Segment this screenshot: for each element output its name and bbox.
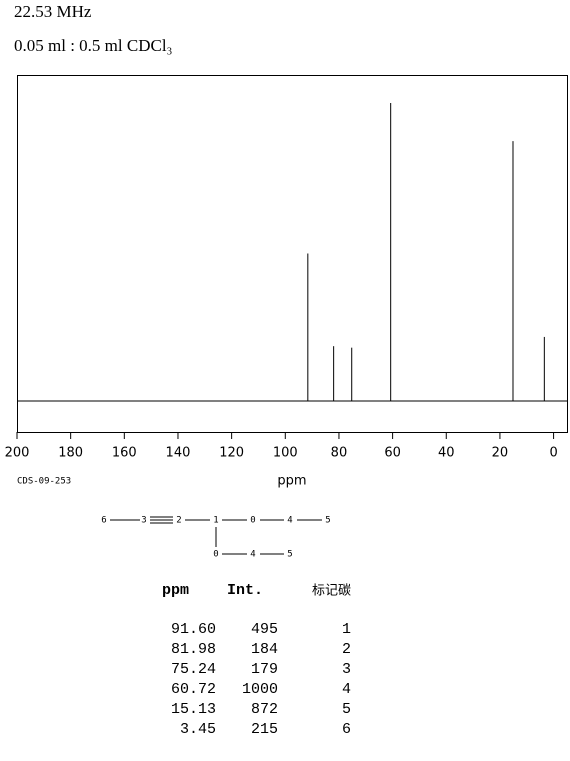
x-tick-label: 80: [331, 446, 348, 461]
table-cell: 2: [342, 641, 351, 658]
table-cell: 5: [342, 701, 351, 718]
x-tick-label: 180: [58, 446, 83, 461]
atom: 0: [250, 516, 255, 526]
structure: 6 3 2 1 0 4 5 0 4 5: [101, 516, 330, 560]
code: CDS-09-253: [17, 477, 71, 487]
table-cell: 60.72: [171, 681, 216, 698]
table-cell: 3.45: [180, 721, 216, 738]
table-cell: 179: [251, 661, 278, 678]
x-axis-label: ppm: [277, 474, 306, 489]
table-cell: 3: [342, 661, 351, 678]
x-tick-label: 60: [384, 446, 401, 461]
atom: 5: [325, 516, 330, 526]
table-cell: 495: [251, 621, 278, 638]
x-tick-label: 0: [549, 446, 557, 461]
atom: 0: [213, 550, 218, 560]
table-cell: 872: [251, 701, 278, 718]
x-tick-label: 140: [166, 446, 191, 461]
table-cell: 1: [342, 621, 351, 638]
atom: 3: [141, 516, 146, 526]
table-cell: 75.24: [171, 661, 216, 678]
x-tick-label: 40: [438, 446, 455, 461]
x-tick-label: 160: [112, 446, 137, 461]
atom: 6: [101, 516, 106, 526]
table-cell: 15.13: [171, 701, 216, 718]
table-cell: 91.60: [171, 621, 216, 638]
table-cell: 1000: [242, 681, 278, 698]
x-tick-label: 100: [273, 446, 298, 461]
table-cell: 6: [342, 721, 351, 738]
column-header: 标记碳: [312, 584, 351, 599]
atom: 5: [287, 550, 292, 560]
atom: 4: [250, 550, 255, 560]
x-tick-label: 120: [219, 446, 244, 461]
column-header: ppm: [162, 582, 189, 599]
atom: 4: [287, 516, 292, 526]
frequency: 22.53 MHz: [14, 2, 92, 21]
column-header: Int.: [227, 582, 263, 599]
sample: 0.05 ml : 0.5 ml CDCl₃: [14, 36, 173, 55]
plot-frame: [17, 75, 568, 433]
table-cell: 184: [251, 641, 278, 658]
x-tick-label: 200: [5, 446, 30, 461]
table-cell: 215: [251, 721, 278, 738]
table-cell: 4: [342, 681, 351, 698]
atom: 1: [213, 516, 218, 526]
table-cell: 81.98: [171, 641, 216, 658]
x-tick-label: 20: [492, 446, 509, 461]
atom: 2: [176, 516, 181, 526]
